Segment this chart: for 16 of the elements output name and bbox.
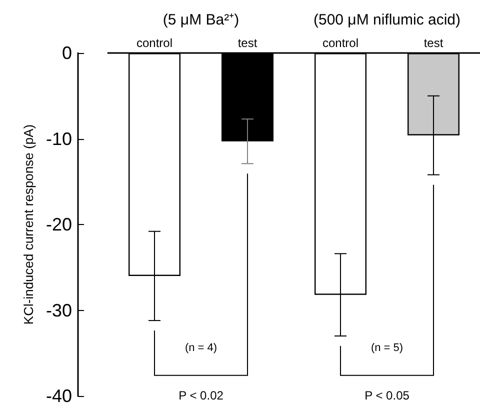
text: (5 μM Ba²⁺) (162, 12, 240, 28)
text: (500 μM niflumic acid) (313, 12, 461, 28)
y-tick-label: -40 (46, 386, 72, 406)
y-tick-label: -20 (46, 214, 72, 234)
annotation: P < 0.05 (364, 388, 410, 402)
y-tick-label: -10 (46, 128, 72, 149)
x-tick-label: test (424, 36, 444, 50)
y-axis-title: KCl-induced current response (pA) (21, 124, 36, 325)
x-tick-label: control (322, 36, 359, 50)
y-tick-label: -30 (46, 300, 72, 320)
annotation: (n = 5) (370, 342, 404, 354)
x-tick-label: test (238, 36, 258, 50)
annotation: P < 0.02 (178, 388, 224, 402)
y-tick-label: 0 (62, 43, 72, 63)
x-tick-label: control (136, 36, 173, 50)
annotation: (n = 4) (184, 342, 218, 354)
